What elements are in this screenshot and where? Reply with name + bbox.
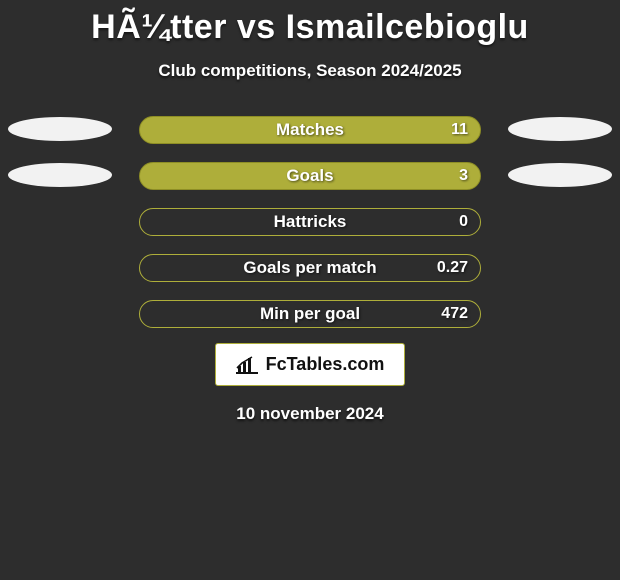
stat-value: 0.27: [437, 259, 468, 277]
stat-bar: Min per goal472: [139, 300, 481, 328]
page-title: HÃ¼tter vs Ismailcebioglu: [0, 8, 620, 47]
stat-row: Matches11: [0, 113, 620, 145]
page-subtitle: Club competitions, Season 2024/2025: [0, 61, 620, 81]
stat-row: Hattricks0: [0, 205, 620, 237]
stat-value: 472: [441, 305, 468, 323]
stat-value: 3: [459, 167, 468, 185]
stat-label: Goals per match: [140, 258, 480, 278]
stat-label: Matches: [140, 120, 480, 140]
stat-row: Goals per match0.27: [0, 251, 620, 283]
player-left-oval: [8, 117, 112, 141]
source-badge: FcTables.com: [215, 343, 406, 386]
source-badge-wrap: FcTables.com: [0, 343, 620, 386]
stat-label: Min per goal: [140, 304, 480, 324]
source-badge-text: FcTables.com: [266, 354, 385, 375]
player-right-oval: [508, 117, 612, 141]
stat-rows: Matches11 Goals3 Hattricks0 Goals per match…: [0, 113, 620, 329]
player-left-oval: [8, 163, 112, 187]
stat-bar: Goals per match0.27: [139, 254, 481, 282]
stat-label: Goals: [140, 166, 480, 186]
stat-bar: Hattricks0: [139, 208, 481, 236]
player-right-oval: [508, 163, 612, 187]
stat-label: Hattricks: [140, 212, 480, 232]
stat-bar: Goals3: [139, 162, 481, 190]
stat-value: 11: [451, 121, 468, 139]
stat-row: Min per goal472: [0, 297, 620, 329]
stat-bar: Matches11: [139, 116, 481, 144]
footer-date: 10 november 2024: [0, 404, 620, 424]
bar-chart-icon: [236, 356, 258, 374]
stat-row: Goals3: [0, 159, 620, 191]
stat-value: 0: [459, 213, 468, 231]
comparison-card: HÃ¼tter vs Ismailcebioglu Club competiti…: [0, 0, 620, 580]
